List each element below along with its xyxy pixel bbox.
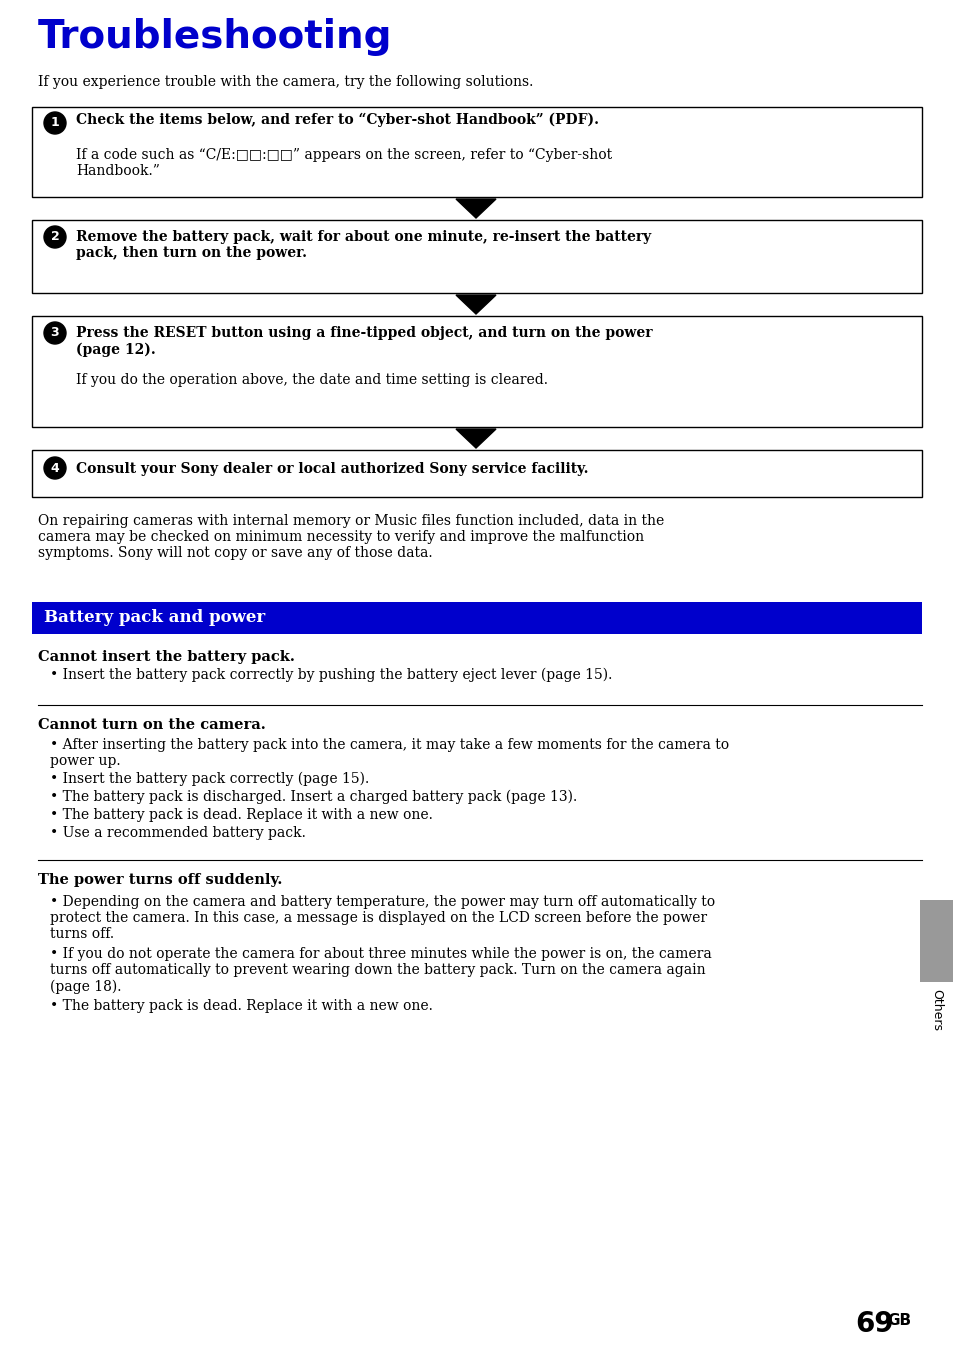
Bar [919,900,953,982]
Text: • The battery pack is dead. Replace it with a new one.: • The battery pack is dead. Replace it w… [50,999,433,1012]
Polygon shape [456,429,496,448]
Text: Troubleshooting: Troubleshooting [38,18,392,56]
Text: • Depending on the camera and battery temperature, the power may turn off automa: • Depending on the camera and battery te… [50,896,715,942]
Text: 1: 1 [51,117,59,129]
Text: 69: 69 [854,1310,893,1338]
Text: Check the items below, and refer to “Cyber-shot Handbook” (PDF).: Check the items below, and refer to “Cyb… [76,113,598,128]
Bar [32,451,921,497]
Text: If you experience trouble with the camera, try the following solutions.: If you experience trouble with the camer… [38,75,533,90]
Circle shape [44,457,66,479]
Polygon shape [456,199,496,218]
Circle shape [44,322,66,345]
Text: Others: Others [929,989,943,1031]
Text: If you do the operation above, the date and time setting is cleared.: If you do the operation above, the date … [76,373,547,387]
Text: • The battery pack is discharged. Insert a charged battery pack (page 13).: • The battery pack is discharged. Insert… [50,790,577,805]
Text: • The battery pack is dead. Replace it with a new one.: • The battery pack is dead. Replace it w… [50,807,433,822]
Circle shape [44,227,66,248]
Text: • If you do not operate the camera for about three minutes while the power is on: • If you do not operate the camera for a… [50,947,711,993]
Text: Battery pack and power: Battery pack and power [44,609,265,626]
Text: • Insert the battery pack correctly (page 15).: • Insert the battery pack correctly (pag… [50,772,369,787]
Text: 4: 4 [51,461,59,475]
Text: 3: 3 [51,327,59,339]
Text: On repairing cameras with internal memory or Music files function included, data: On repairing cameras with internal memor… [38,514,663,560]
Text: Press the RESET button using a fine-tipped object, and turn on the power
(page 1: Press the RESET button using a fine-tipp… [76,326,652,357]
Text: Cannot turn on the camera.: Cannot turn on the camera. [38,718,266,731]
Text: GB: GB [886,1314,910,1329]
Circle shape [44,113,66,134]
Text: Consult your Sony dealer or local authorized Sony service facility.: Consult your Sony dealer or local author… [76,461,588,476]
Text: The power turns off suddenly.: The power turns off suddenly. [38,873,282,887]
Text: • Use a recommended battery pack.: • Use a recommended battery pack. [50,826,306,840]
Bar [32,603,921,634]
Text: Remove the battery pack, wait for about one minute, re-insert the battery
pack, : Remove the battery pack, wait for about … [76,229,651,261]
Bar [32,316,921,427]
Bar [32,107,921,197]
Polygon shape [456,294,496,313]
Text: 2: 2 [51,231,59,243]
Text: • Insert the battery pack correctly by pushing the battery eject lever (page 15): • Insert the battery pack correctly by p… [50,668,612,683]
Text: If a code such as “C/E:□□:□□” appears on the screen, refer to “Cyber-shot
Handbo: If a code such as “C/E:□□:□□” appears on… [76,148,612,178]
Bar [32,220,921,293]
Text: Cannot insert the battery pack.: Cannot insert the battery pack. [38,650,294,664]
Text: • After inserting the battery pack into the camera, it may take a few moments fo: • After inserting the battery pack into … [50,738,728,768]
